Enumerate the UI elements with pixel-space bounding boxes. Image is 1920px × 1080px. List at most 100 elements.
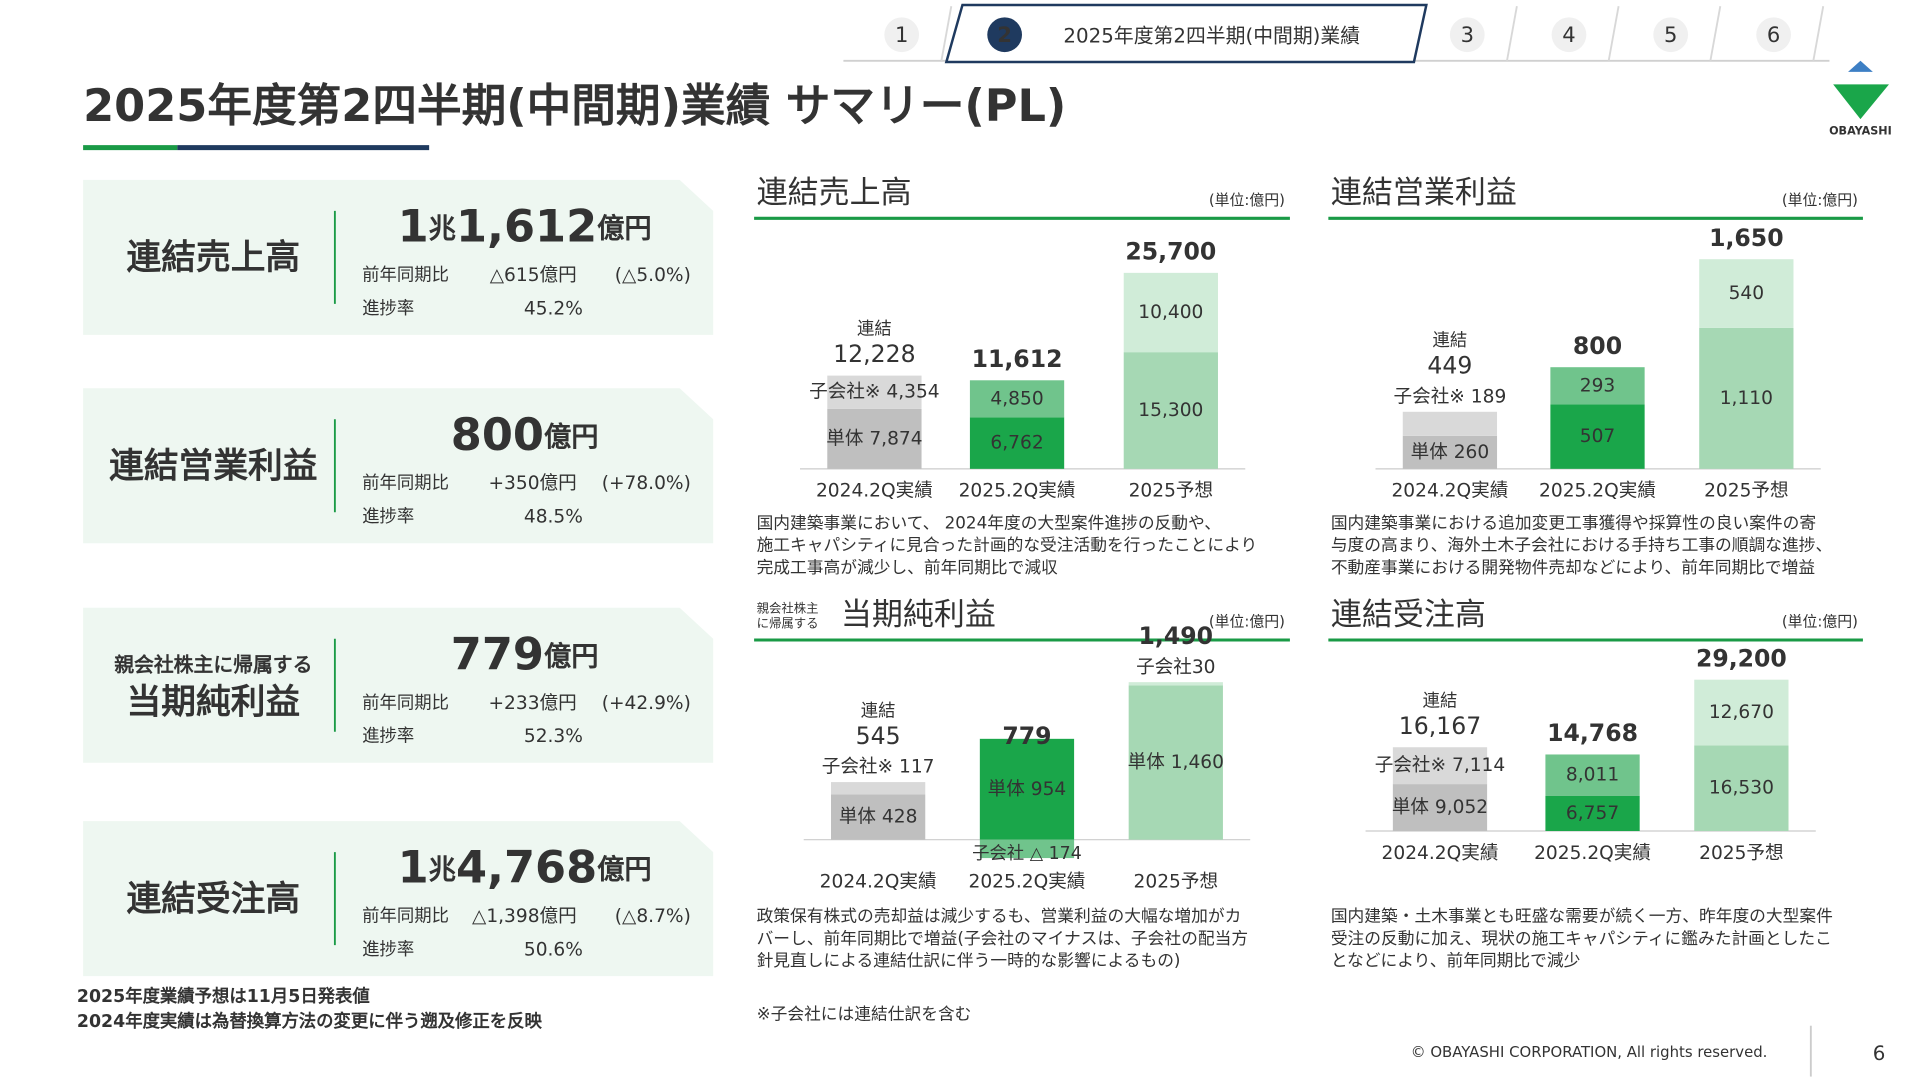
- card-amount-part: 億円: [597, 213, 652, 244]
- category-label: 2025.2Q実績: [969, 871, 1086, 892]
- chart-description: 完成工事高が減少し、前年同期比で減収: [757, 557, 1058, 577]
- segment-label: 1,110: [1720, 388, 1773, 409]
- card-amount-part: 億円: [597, 854, 652, 885]
- category-label: 2025予想: [1134, 871, 1219, 892]
- yoy-label: 前年同期比: [362, 474, 449, 494]
- card-amount-part: 億円: [544, 641, 599, 672]
- bar-segment: [1694, 745, 1789, 832]
- segment-label: 10,400: [1138, 302, 1203, 323]
- bar-segment: [1694, 679, 1789, 746]
- total-label: 16,167: [1399, 712, 1481, 740]
- summary-card: [83, 179, 714, 335]
- nav-tab-number: 5: [1664, 22, 1677, 47]
- total-label: 25,700: [1125, 238, 1216, 266]
- nav-tab-circle[interactable]: [1449, 17, 1485, 53]
- nav-separator: [1812, 6, 1825, 61]
- total-label: 1,650: [1709, 224, 1783, 252]
- chart-description: 国内建築事業において、 2024年度の大型案件進捗の反動や、: [757, 512, 1221, 532]
- note: 2025年度業績予想は11月5日発表値: [77, 986, 370, 1007]
- total-caption: 連結: [1423, 691, 1458, 711]
- total-label: 29,200: [1696, 644, 1787, 672]
- card-label: 当期純利益: [127, 682, 301, 722]
- total-label: 12,228: [833, 340, 915, 368]
- card-amount-part: 億円: [544, 421, 599, 452]
- yoy-percent: (△5.0%): [615, 265, 691, 286]
- total-label: 779: [1002, 722, 1051, 750]
- chart-unit: (単位:億円): [1209, 613, 1285, 631]
- chart-description: 針見直しによる連結仕訳に伴う一時的な影響によるもの): [757, 950, 1181, 970]
- segment-label: 507: [1580, 426, 1616, 447]
- segment-label: 単体 428: [839, 807, 918, 828]
- total-label: 545: [856, 722, 901, 750]
- nav-tab-circle[interactable]: [987, 17, 1023, 53]
- bar-segment: [1128, 685, 1223, 840]
- nav-separator: [1607, 6, 1620, 61]
- chart-title: 連結受注高: [1331, 597, 1486, 633]
- page-number: 6: [1873, 1042, 1886, 1065]
- progress-value: 48.5%: [524, 507, 583, 528]
- bar-segment: [1402, 435, 1498, 469]
- nav-tab-circle[interactable]: [884, 17, 920, 53]
- nav-tab-circle[interactable]: [1551, 17, 1587, 53]
- nav-tab-number: 4: [1562, 22, 1575, 47]
- chart-title: 連結営業利益: [1331, 175, 1517, 211]
- logo-mark: [1848, 60, 1873, 72]
- total-label: 14,768: [1547, 719, 1638, 747]
- segment-label: 4,850: [990, 388, 1043, 409]
- card-amount-part: 1: [398, 842, 429, 894]
- total-label: 449: [1427, 352, 1472, 380]
- progress-value: 45.2%: [524, 298, 583, 319]
- yoy-change: +233億円: [488, 693, 576, 714]
- bar-segment: [979, 839, 1075, 859]
- bar-segment: [1550, 367, 1645, 405]
- segment-label: 単体 260: [1411, 442, 1490, 463]
- segment-label: 子会社※ 4,354: [809, 382, 940, 403]
- chart-description: 不動産事業における開発物件売却などにより、前年同期比で増益: [1331, 557, 1815, 577]
- chart-unit: (単位:億円): [1782, 613, 1858, 631]
- chart-title: 連結売上高: [757, 175, 912, 211]
- chart-title-prefix: に帰属する: [757, 615, 819, 630]
- nav-tab-circle[interactable]: [1756, 17, 1791, 53]
- category-label: 2024.2Q実績: [816, 481, 933, 502]
- chart-unit: (単位:億円): [1782, 191, 1858, 209]
- segment-label: 6,757: [1566, 803, 1619, 824]
- total-caption: 連結: [1433, 331, 1468, 351]
- bar-segment: [1550, 404, 1645, 469]
- bar-segment: [969, 380, 1065, 418]
- yoy-label: 前年同期比: [362, 693, 449, 713]
- copyright: © OBAYASHI CORPORATION, All rights reser…: [1411, 1043, 1768, 1061]
- segment-label: 293: [1580, 375, 1616, 396]
- card-amount-part: 1,612: [456, 200, 597, 252]
- logo-text: OBAYASHI: [1829, 124, 1892, 137]
- progress-label: 進捗率: [362, 299, 414, 319]
- progress-label: 進捗率: [362, 940, 414, 960]
- note: 2024年度実績は為替換算方法の変更に伴う遡及修正を反映: [77, 1011, 543, 1032]
- chart-description: 政策保有株式の売却益は減少するも、営業利益の大幅な増加がカ: [757, 906, 1242, 926]
- bar-segment: [1545, 754, 1640, 796]
- category-label: 2024.2Q実績: [1382, 843, 1499, 864]
- card-amount: 1兆1,612億円: [398, 200, 652, 252]
- bar-segment: [969, 417, 1065, 469]
- yoy-change: △615億円: [490, 265, 577, 286]
- page-title: 2025年度第2四半期(中間期)業績 サマリー(PL): [83, 80, 1066, 132]
- segment-label: 6,762: [990, 433, 1043, 454]
- category-label: 2024.2Q実績: [820, 871, 937, 892]
- nav-active-tab[interactable]: [944, 3, 1428, 64]
- segment-label: 単体 1,460: [1128, 752, 1224, 773]
- category-label: 2025.2Q実績: [1534, 843, 1651, 864]
- bar-segment: [1123, 272, 1218, 353]
- card-amount: 800億円: [451, 409, 599, 461]
- bar-segment: [1392, 747, 1488, 785]
- yoy-change: +350億円: [488, 473, 576, 494]
- bar-segment: [1402, 411, 1498, 436]
- card-amount: 779億円: [451, 628, 599, 680]
- card-amount-part: 兆: [429, 213, 456, 244]
- bar-segment: [979, 738, 1075, 840]
- chart-description: 国内建築・土木事業とも旺盛な需要が続く一方、昨年度の大型案件: [1331, 906, 1833, 926]
- card-amount-part: 800: [451, 409, 544, 461]
- segment-label: 単体 7,874: [826, 428, 922, 449]
- nav-tab-circle[interactable]: [1653, 17, 1689, 53]
- chart-title-prefix: 親会社株主: [757, 600, 819, 615]
- segment-label: 子会社30: [1136, 657, 1215, 678]
- bar-segment: [1699, 327, 1794, 469]
